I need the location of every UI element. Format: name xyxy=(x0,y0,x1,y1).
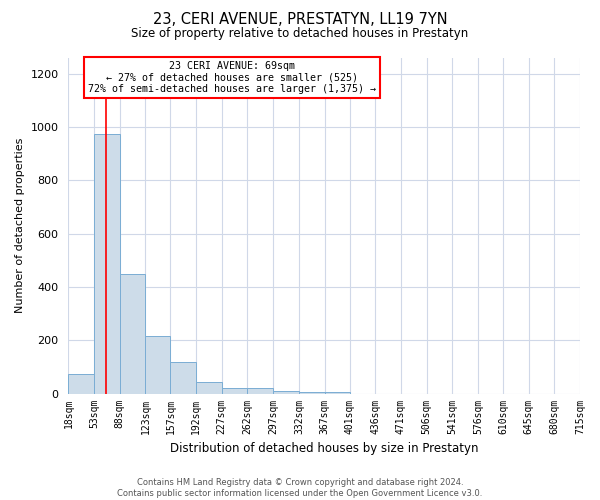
Y-axis label: Number of detached properties: Number of detached properties xyxy=(15,138,25,313)
Bar xyxy=(325,392,350,394)
Text: 23, CERI AVENUE, PRESTATYN, LL19 7YN: 23, CERI AVENUE, PRESTATYN, LL19 7YN xyxy=(152,12,448,28)
Bar xyxy=(247,388,273,394)
Bar xyxy=(120,274,145,394)
Bar xyxy=(94,134,120,394)
Text: 23 CERI AVENUE: 69sqm  
← 27% of detached houses are smaller (525)
72% of semi-d: 23 CERI AVENUE: 69sqm ← 27% of detached … xyxy=(88,61,376,94)
Bar xyxy=(196,382,222,394)
Bar xyxy=(273,391,299,394)
Bar xyxy=(68,374,94,394)
Text: Size of property relative to detached houses in Prestatyn: Size of property relative to detached ho… xyxy=(131,28,469,40)
Text: Contains HM Land Registry data © Crown copyright and database right 2024.
Contai: Contains HM Land Registry data © Crown c… xyxy=(118,478,482,498)
X-axis label: Distribution of detached houses by size in Prestatyn: Distribution of detached houses by size … xyxy=(170,442,478,455)
Bar xyxy=(222,388,247,394)
Bar xyxy=(145,336,170,394)
Bar xyxy=(170,362,196,394)
Bar xyxy=(299,392,325,394)
